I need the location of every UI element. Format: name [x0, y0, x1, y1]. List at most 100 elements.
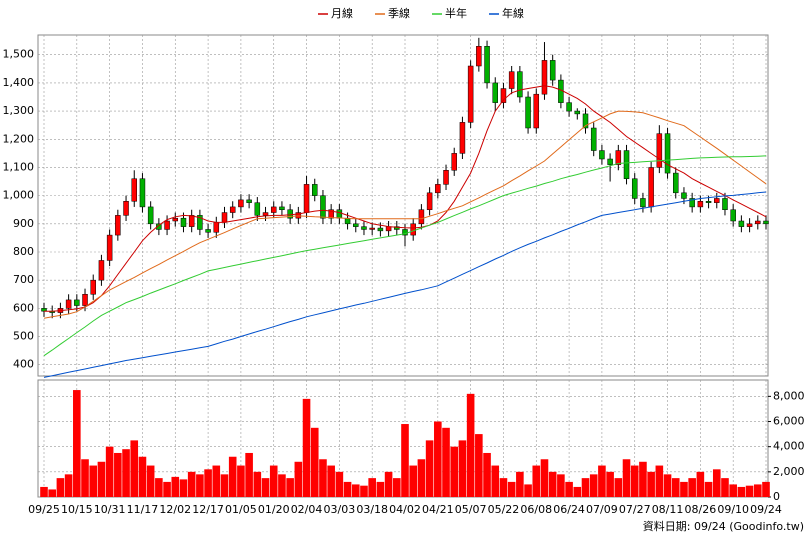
candle-body — [418, 209, 425, 225]
candle-body — [328, 209, 334, 219]
volume-bar — [114, 452, 122, 497]
candle-body — [205, 229, 211, 233]
volume-bar — [475, 434, 483, 497]
x-tick-label: 09/25 — [28, 503, 60, 516]
candle-body — [755, 220, 761, 225]
candle-body — [681, 192, 687, 199]
ma-line — [43, 191, 767, 378]
volume-bar — [573, 486, 582, 497]
candle-body — [98, 260, 105, 281]
volume-bar — [335, 471, 344, 497]
volume-bar — [655, 465, 664, 497]
candle-body — [615, 150, 622, 165]
candle-body — [730, 209, 736, 222]
candle-body — [229, 206, 236, 213]
candle-body — [295, 212, 302, 219]
x-tick-label: 04/21 — [422, 503, 454, 516]
candle-body — [221, 212, 228, 223]
candle-body — [369, 227, 375, 230]
y-tick-label: 900 — [13, 217, 34, 230]
candle-body — [254, 202, 261, 216]
candle-body — [377, 227, 384, 232]
volume-bar — [171, 476, 180, 497]
volume-bar — [286, 478, 294, 497]
x-tick-label: 02/04 — [291, 503, 323, 516]
y-tick-label: 1,100 — [3, 160, 35, 173]
volume-bar — [434, 421, 442, 497]
volume-bar — [483, 452, 491, 497]
candle-body — [90, 279, 96, 295]
volume-bar — [392, 478, 401, 497]
volume-bar — [228, 456, 237, 497]
volume-bar — [278, 474, 286, 497]
legend-label: 年線 — [502, 6, 524, 20]
x-tick-label: 03/03 — [324, 503, 356, 516]
ma-line — [44, 85, 767, 312]
x-tick-label: 06/08 — [520, 503, 552, 516]
volume-bar — [245, 452, 253, 497]
candle-body — [451, 153, 457, 171]
volume-bar — [548, 471, 557, 497]
volume-bar — [40, 486, 48, 497]
y-tick-label: 800 — [13, 245, 34, 258]
x-tick-label: 07/27 — [619, 503, 651, 516]
candle-body — [656, 133, 663, 168]
candle-body — [648, 167, 654, 208]
candle-body — [738, 220, 745, 227]
volume-bar — [253, 471, 262, 497]
y-tick-label: 0 — [773, 490, 780, 503]
candle-body — [566, 102, 572, 112]
candle-body — [631, 178, 638, 199]
candle-body — [484, 46, 490, 84]
volume-bar — [762, 481, 770, 497]
volume-bar — [671, 478, 680, 497]
volume-bar — [450, 446, 459, 497]
ma-line — [43, 110, 767, 319]
volume-bar — [179, 479, 188, 497]
candle-body — [426, 192, 433, 210]
candle-body — [673, 172, 679, 194]
y-tick-label: 500 — [13, 330, 34, 343]
candle-body — [115, 215, 121, 236]
candle-body — [188, 215, 195, 227]
candle-body — [172, 217, 179, 222]
candle-body — [574, 110, 581, 115]
volume-bar — [458, 440, 467, 497]
candle-body — [131, 178, 137, 202]
volume-bar — [376, 481, 385, 497]
candle-body — [508, 71, 515, 89]
candle-body — [689, 198, 695, 208]
candle-body — [336, 209, 343, 219]
volume-bar — [532, 465, 541, 497]
volume-bar — [269, 465, 278, 497]
x-tick-label: 01/05 — [225, 503, 257, 516]
x-tick-label: 10/15 — [61, 503, 93, 516]
volume-bar — [680, 481, 688, 497]
volume-bar — [384, 471, 393, 497]
volume-bar — [360, 485, 368, 497]
volume-bar — [598, 465, 606, 497]
volume-bar — [187, 471, 196, 497]
volume-bar — [138, 456, 147, 497]
volume-bar — [688, 478, 696, 497]
candle-body — [746, 223, 753, 227]
x-tick-label: 03/18 — [356, 503, 388, 516]
volume-bar — [417, 459, 426, 497]
volume-bar — [97, 461, 106, 497]
candle-body — [533, 93, 540, 129]
volume-bar — [581, 478, 590, 497]
volume-bar — [565, 481, 573, 497]
volume-bar — [721, 478, 729, 497]
y-tick-label: 1,500 — [3, 48, 35, 61]
volume-bar — [130, 440, 139, 497]
candle-body — [467, 65, 474, 123]
y-tick-label: 1,000 — [3, 189, 35, 202]
volume-bar — [606, 471, 614, 497]
x-tick-label: 07/09 — [586, 503, 618, 516]
volume-bar — [639, 461, 647, 497]
candle-body — [65, 299, 72, 309]
candle-body — [476, 46, 482, 67]
x-tick-label: 11/17 — [127, 503, 159, 516]
x-tick-label: 09/24 — [750, 503, 782, 516]
